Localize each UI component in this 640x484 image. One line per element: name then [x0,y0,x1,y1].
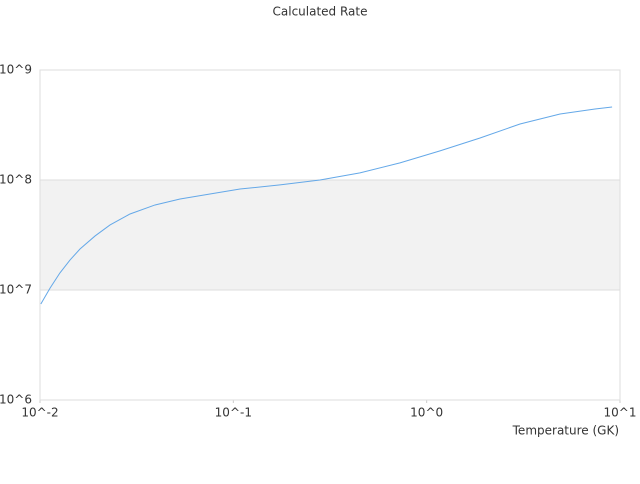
x-axis-label: Temperature (GK) [512,424,619,438]
x-tick-label: 10^-1 [215,406,252,420]
chart-title: Calculated Rate [273,5,368,19]
plot-frame [39,69,621,401]
y-tick-label: 10^9 [0,63,32,77]
y-tick-label: 10^7 [0,283,32,297]
data-line [40,106,613,305]
x-tick-label: 10^1 [604,406,637,420]
grid-band [40,180,620,290]
x-tick-label: 10^0 [410,406,443,420]
y-tick-label: 10^8 [0,173,32,187]
x-tick-label: 10^-2 [21,406,58,420]
y-tick-label: 10^6 [0,393,32,407]
